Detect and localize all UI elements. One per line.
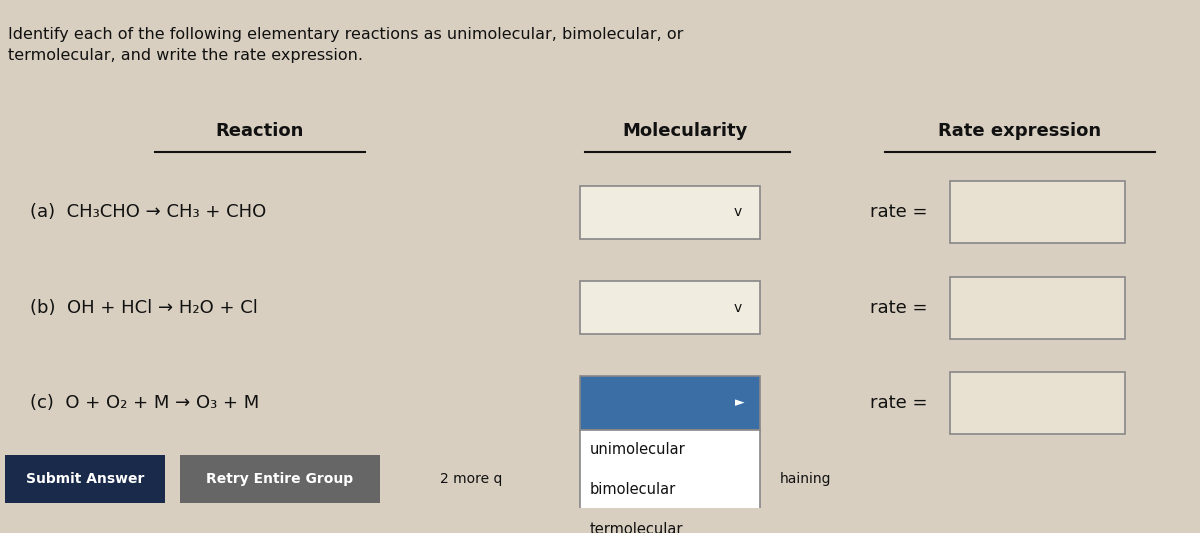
Bar — [950, 372, 1126, 434]
Bar — [950, 182, 1126, 244]
Text: Molecularity: Molecularity — [623, 123, 748, 141]
Bar — [580, 430, 760, 533]
Bar — [180, 455, 380, 503]
Bar — [5, 455, 166, 503]
Text: termolecular: termolecular — [590, 522, 684, 533]
Text: Rate expression: Rate expression — [938, 123, 1102, 141]
Text: 2 more q: 2 more q — [440, 472, 503, 486]
Text: v: v — [733, 301, 742, 314]
Text: bimolecular: bimolecular — [590, 482, 677, 497]
Text: rate =: rate = — [870, 298, 928, 317]
Text: Retry Entire Group: Retry Entire Group — [206, 472, 354, 486]
Text: rate =: rate = — [870, 394, 928, 412]
Bar — [580, 376, 760, 430]
Bar — [950, 277, 1126, 338]
Bar — [580, 186, 760, 239]
Text: haining: haining — [780, 472, 832, 486]
Text: Submit Answer: Submit Answer — [26, 472, 144, 486]
Text: Identify each of the following elementary reactions as unimolecular, bimolecular: Identify each of the following elementar… — [8, 27, 683, 63]
Bar — [580, 281, 760, 334]
Text: unimolecular: unimolecular — [590, 442, 685, 457]
Text: Reaction: Reaction — [216, 123, 304, 141]
Text: (b)  OH + HCl → H₂O + Cl: (b) OH + HCl → H₂O + Cl — [30, 298, 258, 317]
Text: v: v — [733, 205, 742, 220]
Text: ►: ► — [736, 397, 745, 409]
Text: rate =: rate = — [870, 204, 928, 221]
Text: (c)  O + O₂ + M → O₃ + M: (c) O + O₂ + M → O₃ + M — [30, 394, 259, 412]
Text: (a)  CH₃CHO → CH₃ + CHO: (a) CH₃CHO → CH₃ + CHO — [30, 204, 266, 221]
